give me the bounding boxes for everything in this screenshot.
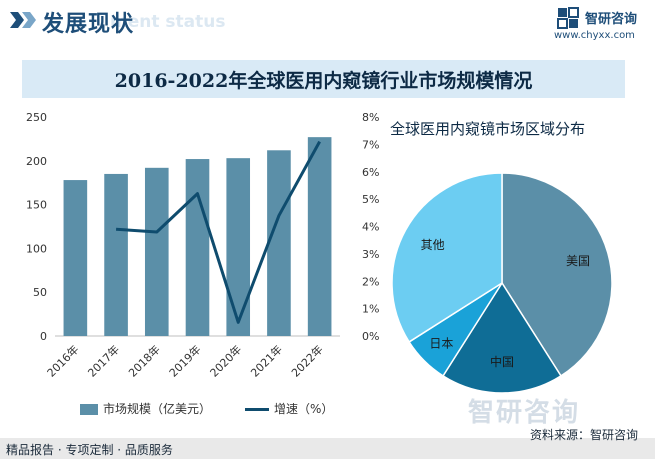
header-title: 发展现状 <box>42 12 135 37</box>
bar <box>63 180 88 336</box>
footer-slogan: 精品报告 · 专项定制 · 品质服务 <box>6 443 173 457</box>
x-tick-label: 2020年 <box>207 342 244 379</box>
brand-logo-icon <box>557 7 579 29</box>
pie-slice-label: 中国 <box>490 354 514 369</box>
chevron-icon <box>10 12 24 28</box>
chart-main-title: 2016-2022年全球医用内窥镜行业市场规模情况 <box>114 70 533 92</box>
y-left-tick-label: 150 <box>26 199 47 212</box>
y-left-tick-label: 0 <box>40 330 47 343</box>
pie-slice <box>442 281 562 394</box>
title-band <box>22 60 625 98</box>
bar <box>226 158 251 336</box>
brand-url: www.chyxx.com <box>554 30 635 41</box>
brand-watermark: 智研咨询 <box>468 398 581 428</box>
header-bar: ment status 发展现状 <box>0 0 655 46</box>
legend-bar-label: 市场规模（亿美元） <box>103 402 212 416</box>
legend-bar-swatch <box>80 404 98 415</box>
y-left-tick-label: 250 <box>26 111 47 124</box>
y-right-tick-label: 3% <box>362 248 379 261</box>
chevron-icon <box>22 12 36 28</box>
brand-name: 智研咨询 <box>585 12 638 27</box>
y-left-tick-label: 100 <box>26 242 47 255</box>
x-tick-label: 2019年 <box>166 342 203 379</box>
y-left-tick-label: 50 <box>33 286 47 299</box>
footer-bar <box>0 438 655 459</box>
x-tick-label: 2016年 <box>44 342 81 379</box>
y-right-tick-label: 4% <box>362 221 379 234</box>
y-right-tick-label: 7% <box>362 138 379 151</box>
source-note: 资料来源：智研咨询 <box>530 428 639 442</box>
bar <box>104 173 128 336</box>
y-right-tick-label: 8% <box>362 111 379 124</box>
pie-slice-label: 日本 <box>429 337 453 351</box>
y-right-tick-label: 6% <box>362 166 379 179</box>
y-right-tick-label: 0% <box>362 330 379 343</box>
x-tick-label: 2022年 <box>288 342 325 379</box>
bar <box>307 137 332 336</box>
bar <box>144 167 169 336</box>
y-right-tick-label: 5% <box>362 193 379 206</box>
pie-slice-label: 美国 <box>566 254 590 268</box>
legend-line-item: 增速（%） <box>245 400 333 417</box>
legend-line-swatch <box>245 408 269 411</box>
y-right-tick-label: 1% <box>362 303 379 316</box>
bar <box>185 159 210 336</box>
bar <box>267 150 291 336</box>
header-subtitle: ment status <box>110 12 226 32</box>
pie-slice <box>391 172 503 343</box>
legend-line-label: 增速（%） <box>274 402 334 416</box>
pie-slice-label: 其他 <box>421 238 445 252</box>
y-right-tick-label: 2% <box>362 275 379 288</box>
growth-rate-line <box>115 140 321 324</box>
x-tick-label: 2021年 <box>248 342 285 379</box>
x-tick-label: 2018年 <box>125 342 162 379</box>
y-left-tick-label: 200 <box>26 155 47 168</box>
x-tick-label: 2017年 <box>85 342 122 379</box>
legend-bar-item: 市场规模（亿美元） <box>80 400 211 417</box>
pie-chart-title: 全球医用内窥镜市场区域分布 <box>390 120 586 138</box>
